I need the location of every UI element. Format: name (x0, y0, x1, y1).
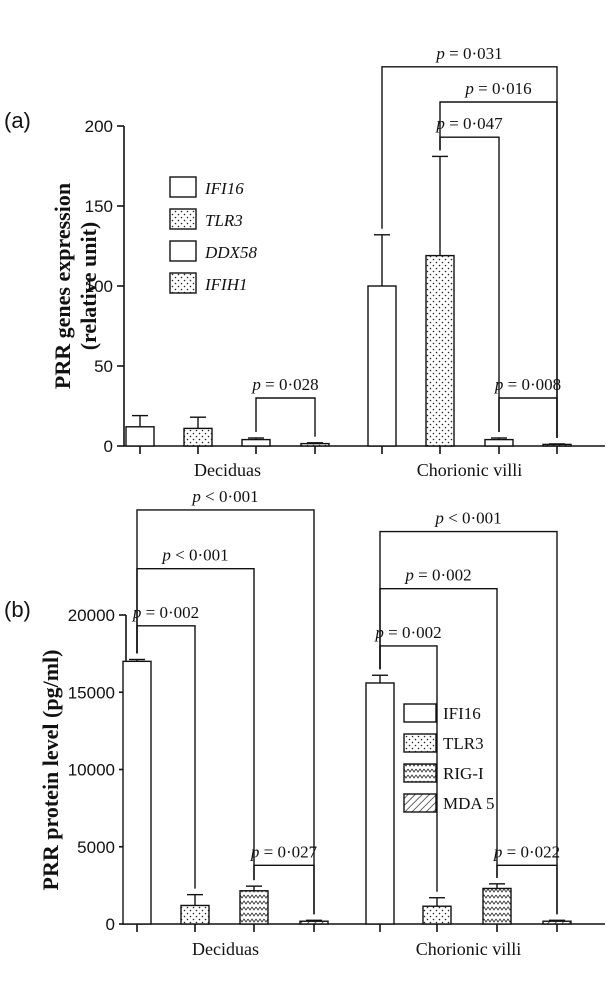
significance-bracket (255, 397, 316, 437)
legend-label: MDA 5 (443, 794, 494, 813)
p-value-label: p = 0·002 (374, 623, 441, 642)
legend-swatch (403, 793, 437, 813)
y-tick-label: 10000 (68, 761, 115, 780)
p-value-label: p = 0·022 (493, 842, 560, 861)
p-value-label: p = 0·047 (435, 114, 503, 133)
bar-rig-i (239, 890, 269, 925)
x-category-label: Chorionic villi (417, 460, 523, 480)
legend-label: IFI16 (443, 704, 481, 723)
bar-ifi16 (367, 285, 397, 447)
legend-swatch (169, 208, 197, 230)
y-tick-label: 100 (85, 277, 113, 296)
legend-swatch (403, 763, 437, 783)
p-value-label: p < 0·001 (434, 509, 501, 528)
p-value-label: p = 0·027 (250, 842, 318, 861)
panel-label: (a) (4, 108, 31, 133)
y-tick-label: 150 (85, 197, 113, 216)
panel-label: (b) (4, 597, 31, 622)
bar-ifih1 (542, 443, 572, 447)
bar-ifih1 (300, 442, 330, 447)
x-category-label: Deciduas (194, 460, 261, 480)
legend-label: DDX58 (204, 243, 257, 262)
bar-rig-i (482, 887, 512, 925)
bar-ddx58 (241, 438, 271, 447)
bar-tlr3 (180, 904, 210, 925)
legend-swatch (403, 703, 437, 723)
bar-mda-5 (542, 920, 572, 925)
legend-label: TLR3 (205, 211, 243, 230)
p-value-label: p = 0·002 (132, 603, 199, 622)
bar-ddx58 (484, 438, 514, 447)
legend-label: IFIH1 (204, 275, 247, 294)
legend-swatch (169, 240, 197, 262)
p-value-label: p = 0·031 (435, 44, 502, 63)
y-tick-label: 200 (85, 117, 113, 136)
p-value-label: p = 0·008 (494, 375, 561, 394)
y-tick-label: 15000 (68, 683, 115, 702)
y-tick-label: 20000 (68, 606, 115, 625)
y-tick-label: 5000 (77, 838, 115, 857)
legend-swatch (403, 733, 437, 753)
significance-bracket (379, 530, 558, 915)
legend-swatch (169, 272, 197, 294)
legend-swatch (169, 176, 197, 198)
x-category-label: Chorionic villi (416, 939, 522, 959)
y-axis-label: PRR protein level (pg/ml) (38, 650, 63, 891)
significance-bracket (381, 66, 558, 438)
y-axis-label: PRR genes expression (50, 183, 75, 389)
p-value-label: p < 0·001 (191, 487, 258, 506)
p-value-label: p = 0·028 (251, 375, 318, 394)
y-tick-label: 50 (94, 357, 113, 376)
bar-ifi16 (122, 660, 152, 925)
bar-mda-5 (299, 920, 329, 925)
legend-label: TLR3 (443, 734, 484, 753)
p-value-label: p = 0·002 (404, 566, 471, 585)
legend-label: RIG-I (443, 764, 484, 783)
p-value-label: p = 0·016 (464, 79, 531, 98)
y-axis-label-unit: (relative unit) (76, 222, 101, 351)
bar-tlr3 (183, 427, 213, 447)
significance-bracket (136, 509, 315, 915)
bar-ifi16 (125, 426, 155, 447)
y-tick-label: 0 (104, 437, 113, 456)
legend-label: IFI16 (204, 179, 244, 198)
significance-bracket (498, 397, 558, 438)
bar-tlr3 (425, 254, 455, 447)
bar-ifi16 (365, 682, 395, 925)
bar-tlr3 (422, 905, 452, 925)
p-value-label: p < 0·001 (161, 546, 228, 565)
y-tick-label: 0 (106, 915, 115, 934)
x-category-label: Deciduas (192, 939, 259, 959)
